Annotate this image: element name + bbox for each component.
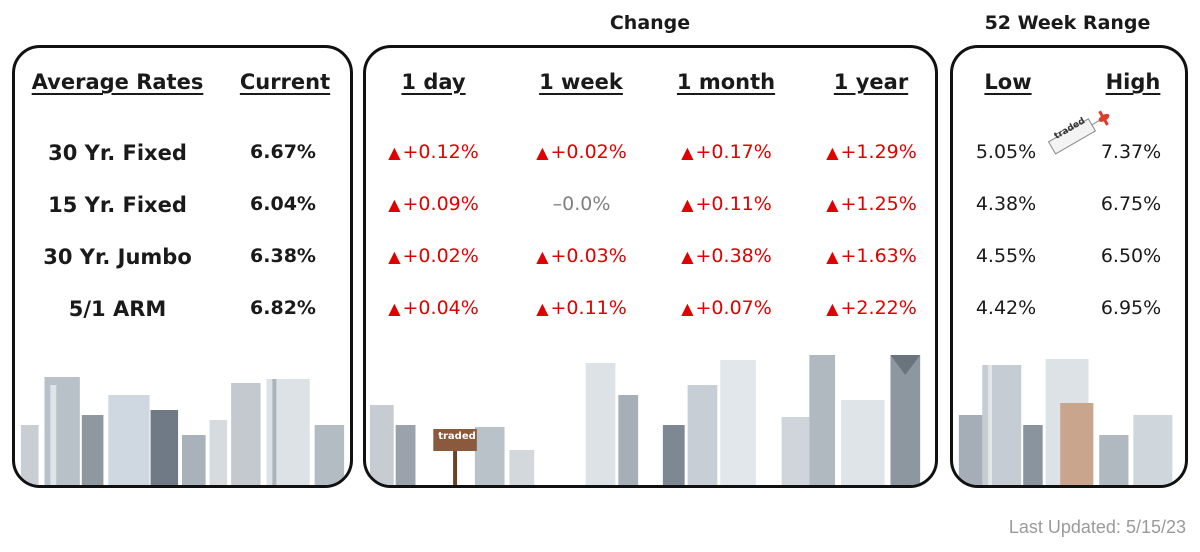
change-panel: 1 day 1 week 1 month 1 year ▲ +0.12% ▲ +0.… xyxy=(363,45,938,488)
city-skyline-illustration xyxy=(958,359,1173,485)
airplane-banner-icon xyxy=(1047,110,1110,155)
current-rate-3: 6.82% xyxy=(250,297,316,319)
current-rate-0: 6.67% xyxy=(250,141,316,163)
row-label-2: 30 Yr. Jumbo xyxy=(43,245,192,269)
high-header: High xyxy=(1105,70,1161,94)
rates-panel: Average Rates Current 30 Yr. Fixed 15 Yr… xyxy=(12,45,353,488)
change-value: –0.0% xyxy=(552,193,611,215)
average-rates-header: Average Rates xyxy=(31,70,204,94)
change-1m-1: ▲ +0.11% xyxy=(664,193,789,215)
low-value-1: 4.38% xyxy=(975,193,1037,215)
up-arrow-icon: ▲ xyxy=(826,195,839,214)
range-panel: Low High 5.05% 4.38% 4.55% 4.42% 7.37% 6… xyxy=(950,45,1188,488)
low-value-3: 4.42% xyxy=(975,297,1037,319)
change-value: +0.11% xyxy=(550,297,627,319)
change-1y-1: ▲ +1.25% xyxy=(809,193,934,215)
row-label-1: 15 Yr. Fixed xyxy=(48,193,187,217)
change-1w-3: ▲ +0.11% xyxy=(519,297,644,319)
current-rate-1: 6.04% xyxy=(250,193,316,215)
current-rate-2: 6.38% xyxy=(250,245,316,267)
change-1w-2: ▲ +0.03% xyxy=(519,245,644,267)
change-1d-2: ▲ +0.02% xyxy=(371,245,496,267)
last-updated-text: Last Updated: 5/15/23 xyxy=(1008,517,1186,537)
high-value-3: 6.95% xyxy=(1100,297,1162,319)
up-arrow-icon: ▲ xyxy=(388,247,401,266)
change-value: +0.11% xyxy=(695,193,772,215)
up-arrow-icon: ▲ xyxy=(826,299,839,318)
change-value: +0.02% xyxy=(550,141,627,163)
change-1w-0: ▲ +0.02% xyxy=(519,141,644,163)
high-value-1: 6.75% xyxy=(1100,193,1162,215)
up-arrow-icon: ▲ xyxy=(388,143,401,162)
change-value: +0.02% xyxy=(402,245,479,267)
city-skyline-illustration xyxy=(20,377,345,485)
change-1m-2: ▲ +0.38% xyxy=(664,245,789,267)
up-arrow-icon: ▲ xyxy=(536,299,549,318)
header-1-day: 1 day xyxy=(401,70,466,94)
change-value: +1.25% xyxy=(840,193,917,215)
high-value-0: 7.37% xyxy=(1100,141,1162,163)
row-label-0: 30 Yr. Fixed xyxy=(48,141,187,165)
change-1y-0: ▲ +1.29% xyxy=(809,141,934,163)
change-1y-2: ▲ +1.63% xyxy=(809,245,934,267)
up-arrow-icon: ▲ xyxy=(826,247,839,266)
city-skyline-illustration xyxy=(369,355,921,485)
up-arrow-icon: ▲ xyxy=(536,143,549,162)
up-arrow-icon: ▲ xyxy=(681,247,694,266)
change-value: +0.38% xyxy=(695,245,772,267)
change-value: +1.63% xyxy=(840,245,917,267)
change-1w-1: –0.0% xyxy=(519,193,644,215)
row-label-3: 5/1 ARM xyxy=(68,297,167,321)
header-1-week: 1 week xyxy=(539,70,623,94)
change-value: +0.03% xyxy=(550,245,627,267)
change-value: +2.22% xyxy=(840,297,917,319)
change-value: +0.17% xyxy=(695,141,772,163)
up-arrow-icon: ▲ xyxy=(388,195,401,214)
change-1m-3: ▲ +0.07% xyxy=(664,297,789,319)
up-arrow-icon: ▲ xyxy=(681,299,694,318)
up-arrow-icon: ▲ xyxy=(826,143,839,162)
change-group-title: Change xyxy=(609,12,691,34)
high-value-2: 6.50% xyxy=(1100,245,1162,267)
current-header: Current xyxy=(239,70,331,94)
wooden-sign xyxy=(433,429,477,451)
up-arrow-icon: ▲ xyxy=(681,143,694,162)
low-header: Low xyxy=(984,70,1032,94)
up-arrow-icon: ▲ xyxy=(681,195,694,214)
change-1d-1: ▲ +0.09% xyxy=(371,193,496,215)
change-1y-3: ▲ +2.22% xyxy=(809,297,934,319)
low-value-0: 5.05% xyxy=(975,141,1037,163)
change-1d-0: ▲ +0.12% xyxy=(371,141,496,163)
up-arrow-icon: ▲ xyxy=(536,247,549,266)
change-value: +1.29% xyxy=(840,141,917,163)
sign-text: traded xyxy=(438,431,476,442)
change-value: +0.07% xyxy=(695,297,772,319)
change-1m-0: ▲ +0.17% xyxy=(664,141,789,163)
low-value-2: 4.55% xyxy=(975,245,1037,267)
up-arrow-icon: ▲ xyxy=(388,299,401,318)
header-1-month: 1 month xyxy=(676,70,776,94)
change-value: +0.09% xyxy=(402,193,479,215)
range-group-title: 52 Week Range xyxy=(984,12,1151,34)
change-value: +0.04% xyxy=(402,297,479,319)
change-value: +0.12% xyxy=(402,141,479,163)
header-1-year: 1 year xyxy=(833,70,909,94)
change-1d-3: ▲ +0.04% xyxy=(371,297,496,319)
